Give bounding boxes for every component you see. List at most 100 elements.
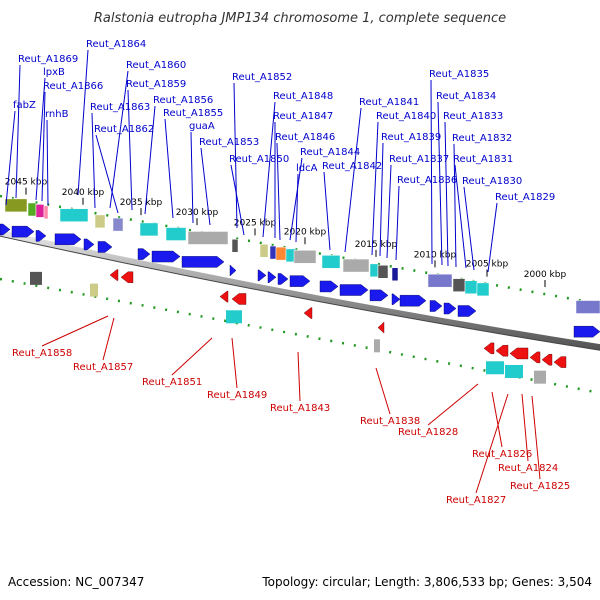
reverse-gene-label[interactable]: Reut_A1825	[510, 481, 570, 492]
gene-leader-line	[289, 157, 303, 241]
forward-gene-label[interactable]: rnhB	[45, 109, 69, 120]
forward-gene-arrow	[0, 223, 11, 236]
forward-gene-label[interactable]: Reut_A1869	[18, 54, 78, 65]
reverse-gene-label[interactable]: Reut_A1826	[472, 449, 532, 460]
feature-box	[27, 202, 37, 217]
forward-gene-label[interactable]: Reut_A1829	[495, 192, 555, 203]
gene-leader-line	[95, 134, 119, 214]
gene-leader-line	[344, 107, 362, 253]
gene-leader-line	[371, 121, 379, 256]
forward-gene-label[interactable]: Reut_A1863	[90, 102, 150, 113]
forward-gene-label[interactable]: Reut_A1831	[453, 154, 513, 165]
forward-gene-arrow	[97, 241, 113, 253]
forward-gene-arrow	[369, 289, 389, 302]
gene-leader-line	[102, 317, 115, 361]
forward-gene-label[interactable]: Reut_A1864	[86, 39, 146, 50]
forward-gene-label[interactable]: ldcA	[296, 163, 318, 174]
reverse-gene-arrow	[219, 290, 229, 303]
feature-box	[534, 370, 546, 384]
forward-gene-label[interactable]: Reut_A1832	[452, 133, 512, 144]
reverse-gene-label[interactable]: Reut_A1824	[498, 463, 558, 474]
gene-leader-line	[41, 315, 109, 347]
gene-leader-line	[454, 164, 467, 269]
feature-box	[342, 258, 370, 273]
reverse-gene-label[interactable]: Reut_A1849	[207, 390, 267, 401]
forward-gene-label[interactable]: Reut_A1860	[126, 60, 186, 71]
feature-box	[43, 205, 49, 220]
forward-gene-labels: Reut_A1864 Reut_A1869 lpxB Reut_A1866 fabZ rn…	[5, 39, 555, 273]
reverse-gene-arrow	[109, 269, 119, 281]
forward-gene-label[interactable]: Reut_A1852	[232, 72, 292, 83]
forward-gene-label[interactable]: Reut_A1847	[273, 111, 333, 122]
forward-gene-label[interactable]: Reut_A1830	[462, 176, 522, 187]
reverse-gene-arrow	[231, 293, 247, 305]
forward-gene-label[interactable]: Reut_A1839	[381, 132, 441, 143]
feature-box	[377, 265, 389, 279]
forward-gene-label[interactable]: Reut_A1846	[275, 132, 335, 143]
feature-box	[476, 282, 490, 297]
forward-gene-label[interactable]: Reut_A1840	[376, 111, 436, 122]
forward-gene-label[interactable]: Reut_A1856	[153, 95, 213, 106]
feature-box	[35, 204, 45, 218]
reverse-tick-track	[0, 277, 600, 395]
forward-gene-label[interactable]: Reut_A1848	[273, 91, 333, 102]
forward-gene-label[interactable]: Reut_A1841	[359, 97, 419, 108]
forward-gene-label[interactable]: Reut_A1837	[389, 154, 449, 165]
forward-gene-label[interactable]: lpxB	[43, 67, 65, 78]
forward-gene-label[interactable]: Reut_A1850	[229, 154, 289, 165]
feature-box	[321, 255, 341, 269]
gene-leader-line	[386, 164, 392, 259]
gene-leader-line	[487, 202, 498, 273]
forward-gene-arrow	[457, 305, 477, 317]
gene-leader-line	[323, 171, 331, 251]
reverse-gene-label[interactable]: Reut_A1858	[12, 348, 72, 359]
reverse-gene-arrow	[509, 347, 529, 360]
gene-leader-line	[171, 337, 213, 376]
reverse-gene-label[interactable]: Reut_A1838	[360, 416, 420, 427]
forward-gene-label[interactable]: Reut_A1866	[43, 81, 103, 92]
forward-genes	[0, 223, 600, 338]
feature-box	[391, 267, 399, 282]
reverse-gene-label[interactable]: Reut_A1827	[446, 495, 506, 506]
reverse-gene-arrow	[495, 345, 509, 357]
forward-gene-label[interactable]: Reut_A1836	[397, 175, 457, 186]
gene-leader-line	[437, 101, 443, 266]
gene-leader-line	[375, 367, 391, 415]
reverse-gene-label[interactable]: Reut_A1843	[270, 403, 330, 414]
forward-gene-label[interactable]: Reut_A1844	[300, 147, 360, 158]
forward-gene-label[interactable]: Reut_A1834	[436, 91, 496, 102]
forward-gene-arrow	[277, 273, 289, 285]
forward-gene-label[interactable]: Reut_A1842	[322, 161, 382, 172]
gene-leader-line	[91, 112, 96, 209]
kbp-tick-label: 2005 kbp	[466, 260, 509, 270]
gene-leader-line	[127, 89, 133, 211]
feature-box	[427, 273, 453, 288]
map-title: Ralstonia eutropha JMP134 chromosome 1, …	[94, 11, 506, 26]
feature-box	[293, 250, 317, 264]
feature-box	[112, 217, 124, 232]
forward-gene-arrow	[35, 230, 47, 242]
feature-box	[4, 198, 28, 213]
forward-gene-arrow	[257, 269, 267, 282]
feature-box	[369, 263, 379, 278]
forward-gene-label[interactable]: Reut_A1835	[429, 69, 489, 80]
forward-gene-label[interactable]: fabZ	[13, 100, 36, 111]
gene-leader-line	[531, 395, 541, 480]
forward-gene-arrow	[429, 300, 443, 312]
gene-leader-line	[109, 70, 129, 209]
forward-gene-label[interactable]: guaA	[189, 121, 215, 132]
feature-box	[464, 280, 478, 295]
forward-gene-label[interactable]: Reut_A1833	[443, 111, 503, 122]
reverse-gene-label[interactable]: Reut_A1857	[73, 362, 133, 373]
kbp-tick-label: 2040 kbp	[62, 188, 105, 198]
feature-box	[90, 283, 98, 297]
reverse-gene-label[interactable]: Reut_A1851	[142, 377, 202, 388]
forward-gene-label[interactable]: Reut_A1862	[94, 124, 154, 135]
reverse-gene-label[interactable]: Reut_A1828	[398, 427, 458, 438]
forward-gene-label[interactable]: Reut_A1859	[126, 79, 186, 90]
forward-gene-label[interactable]: Reut_A1853	[199, 137, 259, 148]
forward-gene-label[interactable]: Reut_A1855	[163, 108, 223, 119]
reverse-gene-arrow	[483, 342, 495, 355]
